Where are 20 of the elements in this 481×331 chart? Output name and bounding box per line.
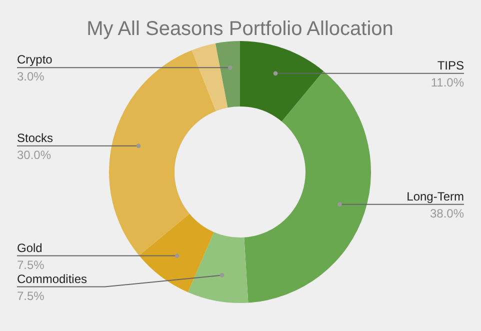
data-label: 3.0% (17, 70, 45, 84)
donut-slice (192, 43, 228, 112)
donut-slice (188, 232, 248, 303)
donut-slice (139, 214, 214, 292)
data-label: 38.0% (430, 206, 464, 220)
data-label: 7.5% (17, 258, 45, 272)
slice-label: Gold (17, 240, 42, 255)
slice-label: Long-Term (406, 189, 464, 204)
data-label: 11.0% (430, 75, 464, 90)
donut-slice (109, 50, 216, 256)
data-label: 30.0% (17, 148, 52, 162)
slice-label: Crypto (17, 52, 53, 67)
donut-slice (240, 41, 324, 122)
slice-label: Stocks (17, 130, 54, 145)
data-label: 7.5% (17, 288, 45, 303)
donut-slice (215, 41, 240, 108)
donut-slice (244, 71, 371, 303)
slice-label: Commodities (17, 272, 88, 286)
chart-title: My All Seasons Portfolio Allocation (86, 18, 394, 40)
slice-label: TIPS (437, 58, 464, 72)
